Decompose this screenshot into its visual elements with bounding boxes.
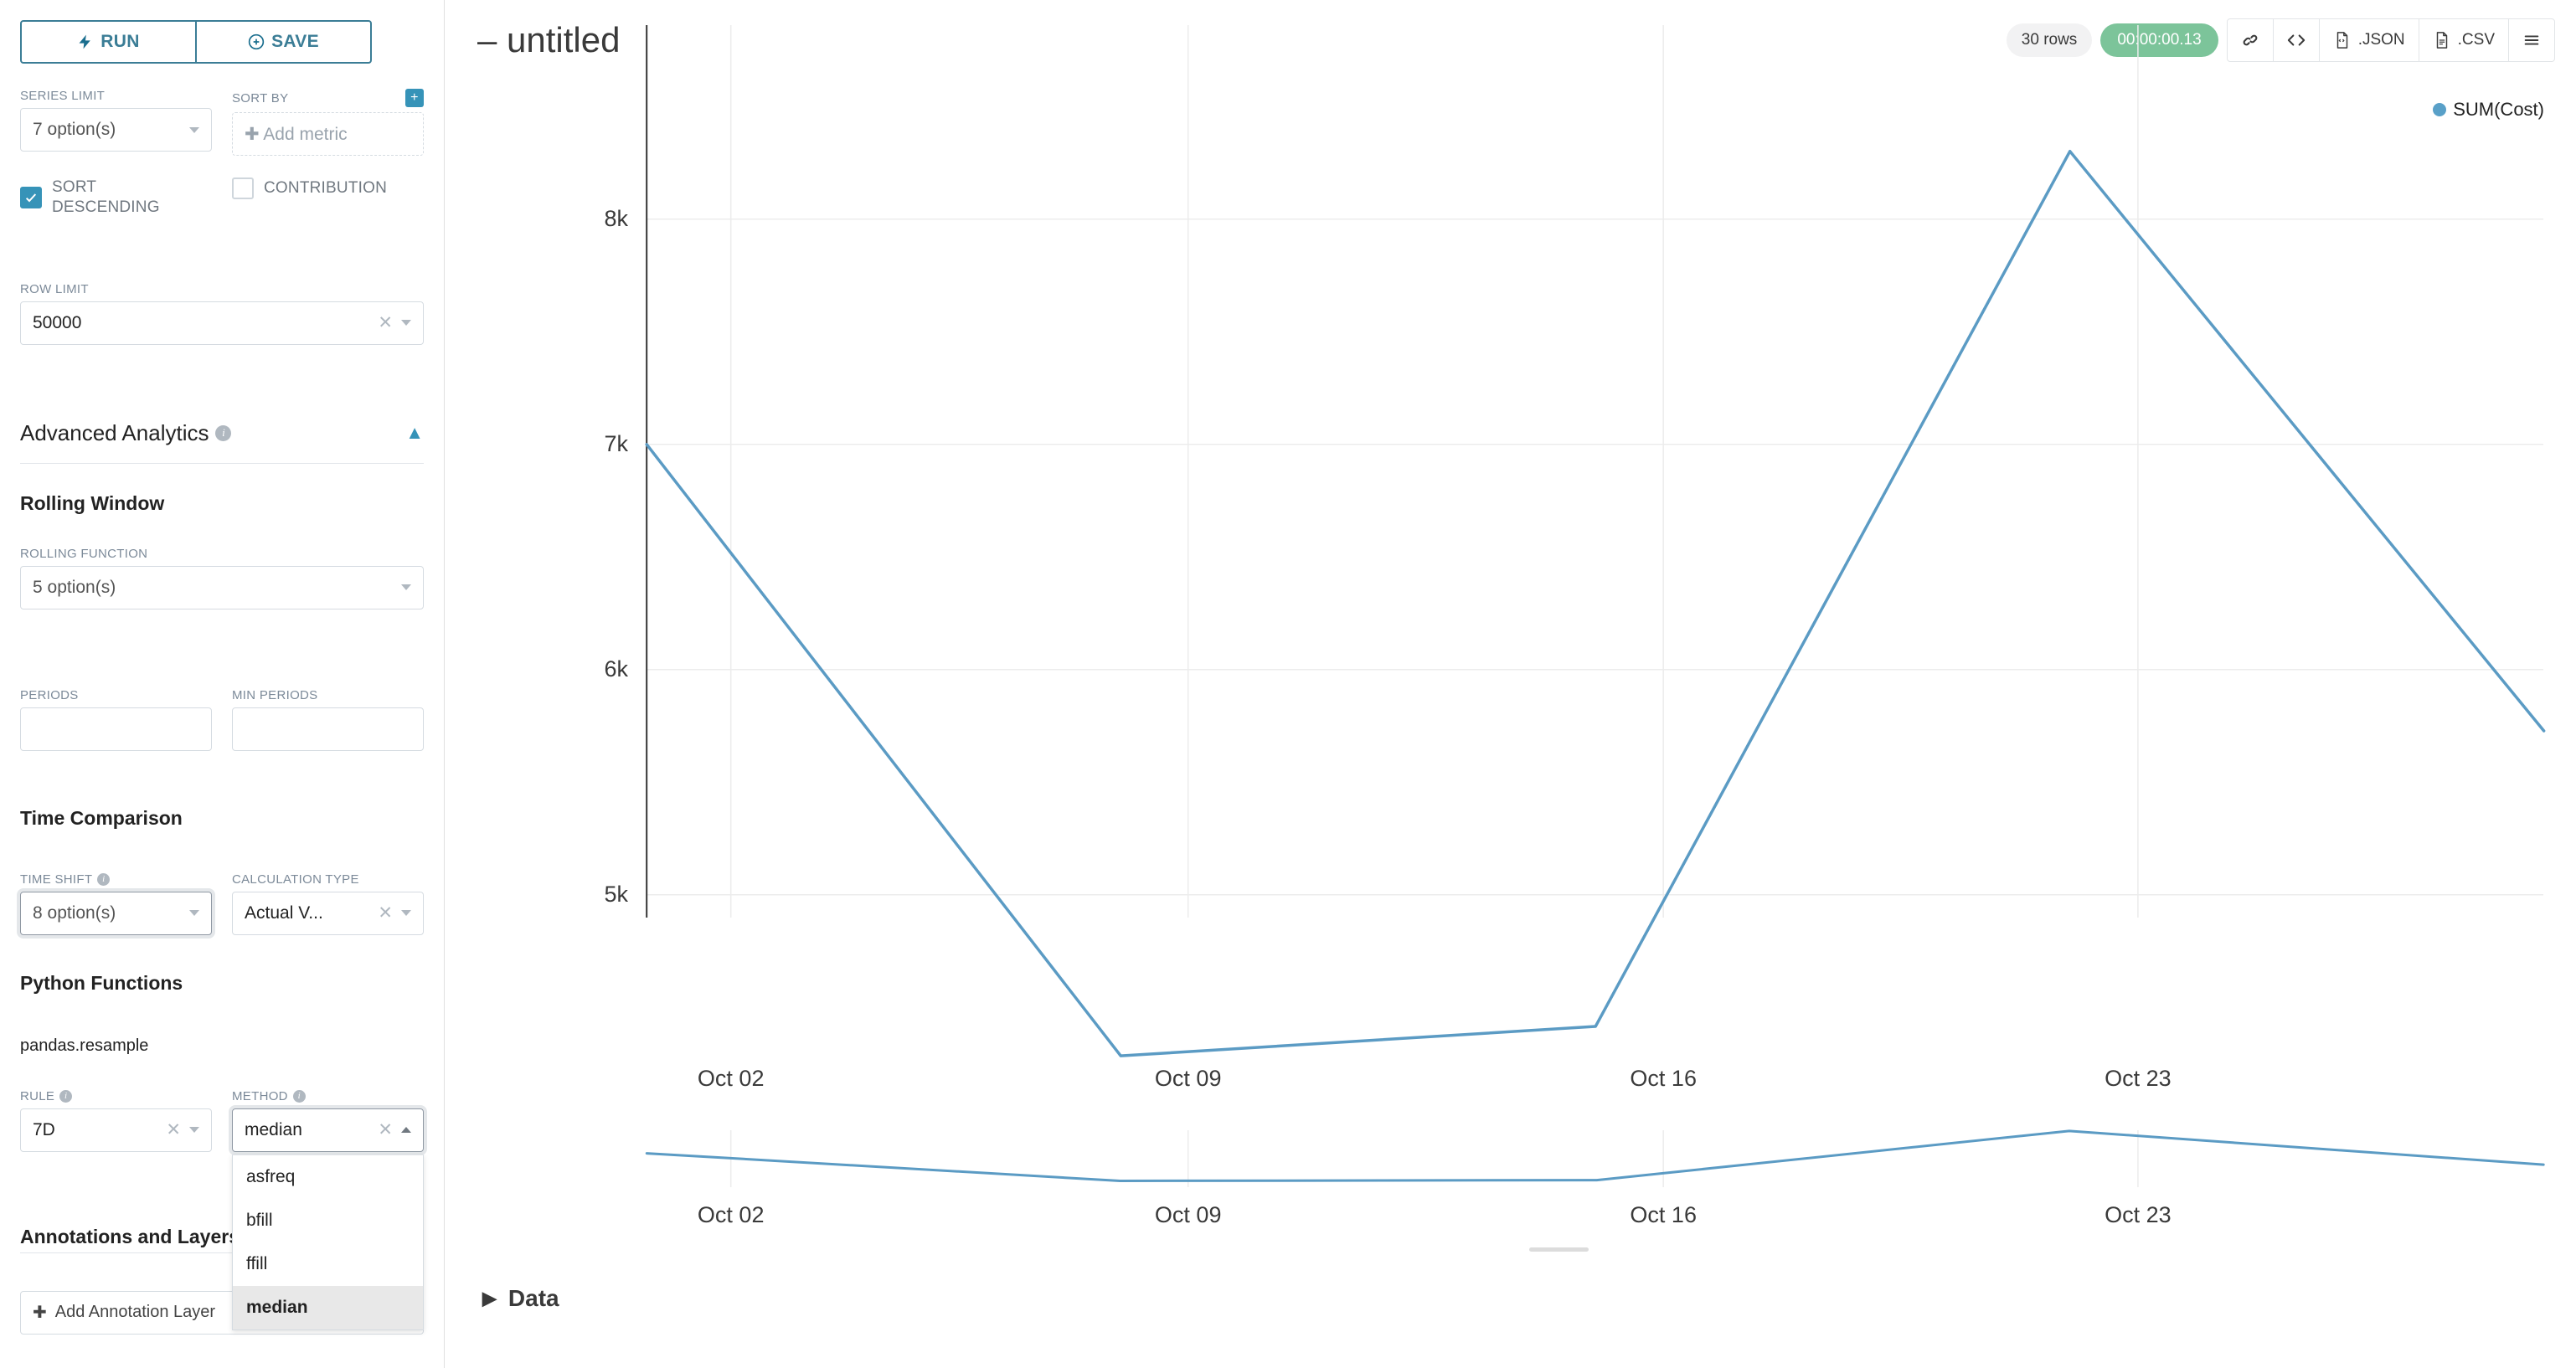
svg-text:Oct 23: Oct 23 (2105, 1202, 2172, 1227)
svg-text:6k: 6k (604, 656, 628, 681)
svg-text:Oct 09: Oct 09 (1155, 1202, 1222, 1227)
svg-text:Oct 16: Oct 16 (1630, 1066, 1697, 1091)
svg-text:Oct 23: Oct 23 (2105, 1066, 2172, 1091)
svg-text:Oct 09: Oct 09 (1155, 1066, 1222, 1091)
svg-text:Oct 02: Oct 02 (698, 1066, 765, 1091)
svg-text:7k: 7k (604, 431, 628, 456)
svg-text:Oct 02: Oct 02 (698, 1202, 765, 1227)
svg-text:8k: 8k (604, 206, 628, 231)
svg-text:Oct 16: Oct 16 (1630, 1202, 1697, 1227)
